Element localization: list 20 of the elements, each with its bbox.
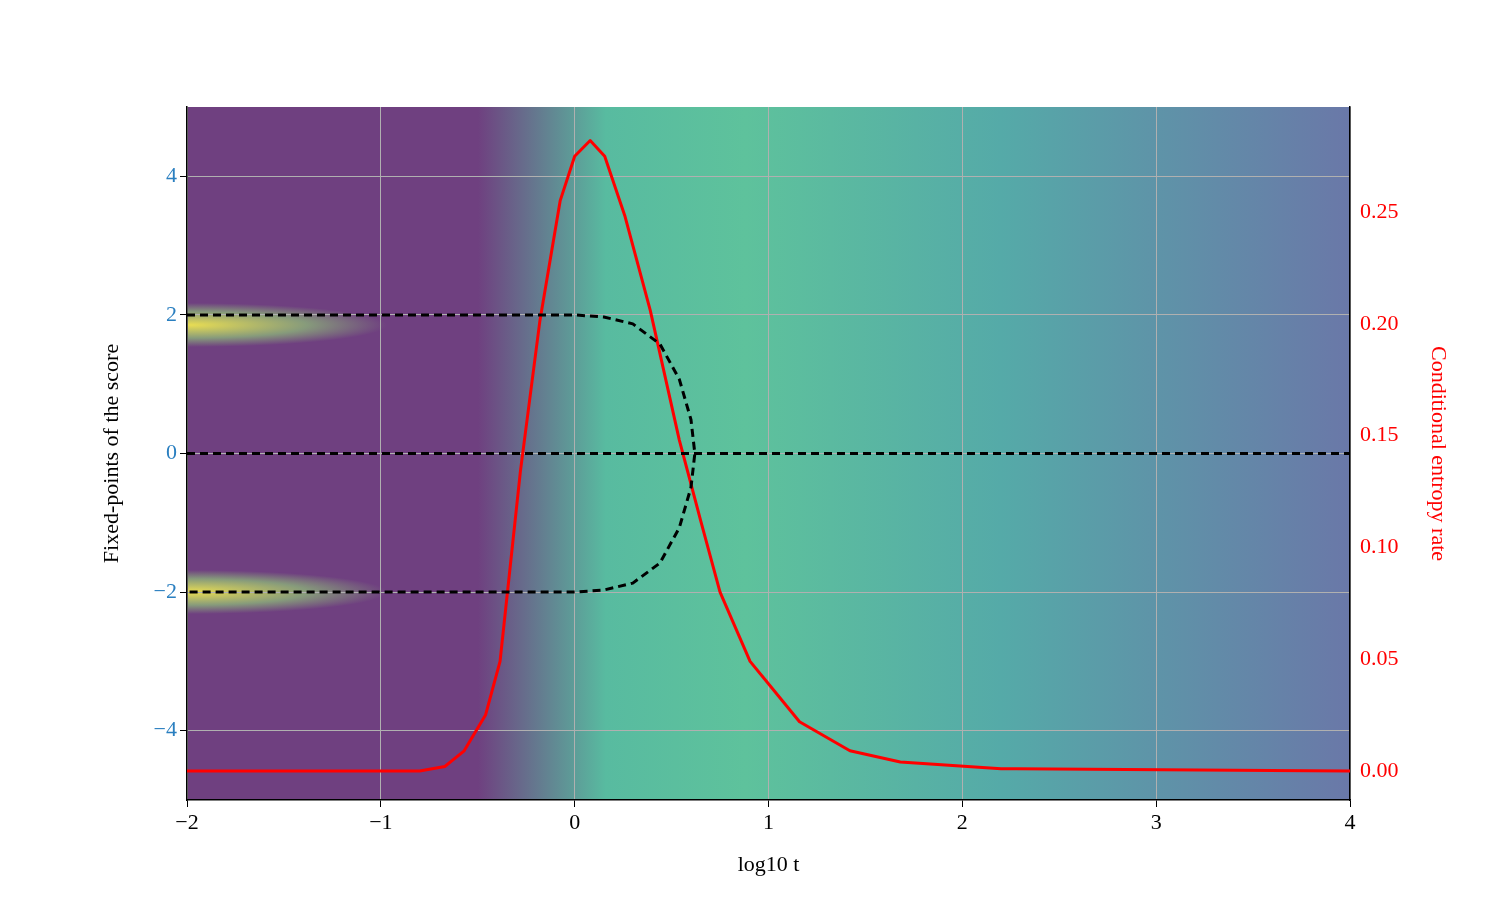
y-tick-label: 4 xyxy=(166,162,177,188)
x-tick-label: 0 xyxy=(569,808,581,834)
y2-tick-label: 0.05 xyxy=(1360,644,1399,670)
y2-tick-label: 0.25 xyxy=(1360,197,1399,223)
y2-tick-label: 0.20 xyxy=(1360,309,1399,335)
y2-tick-label: 0.15 xyxy=(1360,421,1399,447)
y-axis-title: Fixed-points of the score xyxy=(97,343,123,564)
y-tick-label: −4 xyxy=(153,716,177,742)
x-tick-label: 3 xyxy=(1150,808,1162,834)
y2-tick-label: 0.10 xyxy=(1360,533,1399,559)
y2-tick-label: 0.00 xyxy=(1360,756,1399,782)
x-axis-title: log10 t xyxy=(737,850,800,876)
y-tick-label: −2 xyxy=(153,577,177,603)
y2-axis-title: Conditional entropy rate xyxy=(1427,345,1453,562)
y-tick-label: 0 xyxy=(166,439,177,465)
x-tick-label: 4 xyxy=(1344,808,1356,834)
x-tick-label: 2 xyxy=(956,808,968,834)
y-tick-label: 2 xyxy=(166,300,177,326)
x-tick-label: −1 xyxy=(369,808,393,834)
x-tick-label: 1 xyxy=(763,808,774,834)
